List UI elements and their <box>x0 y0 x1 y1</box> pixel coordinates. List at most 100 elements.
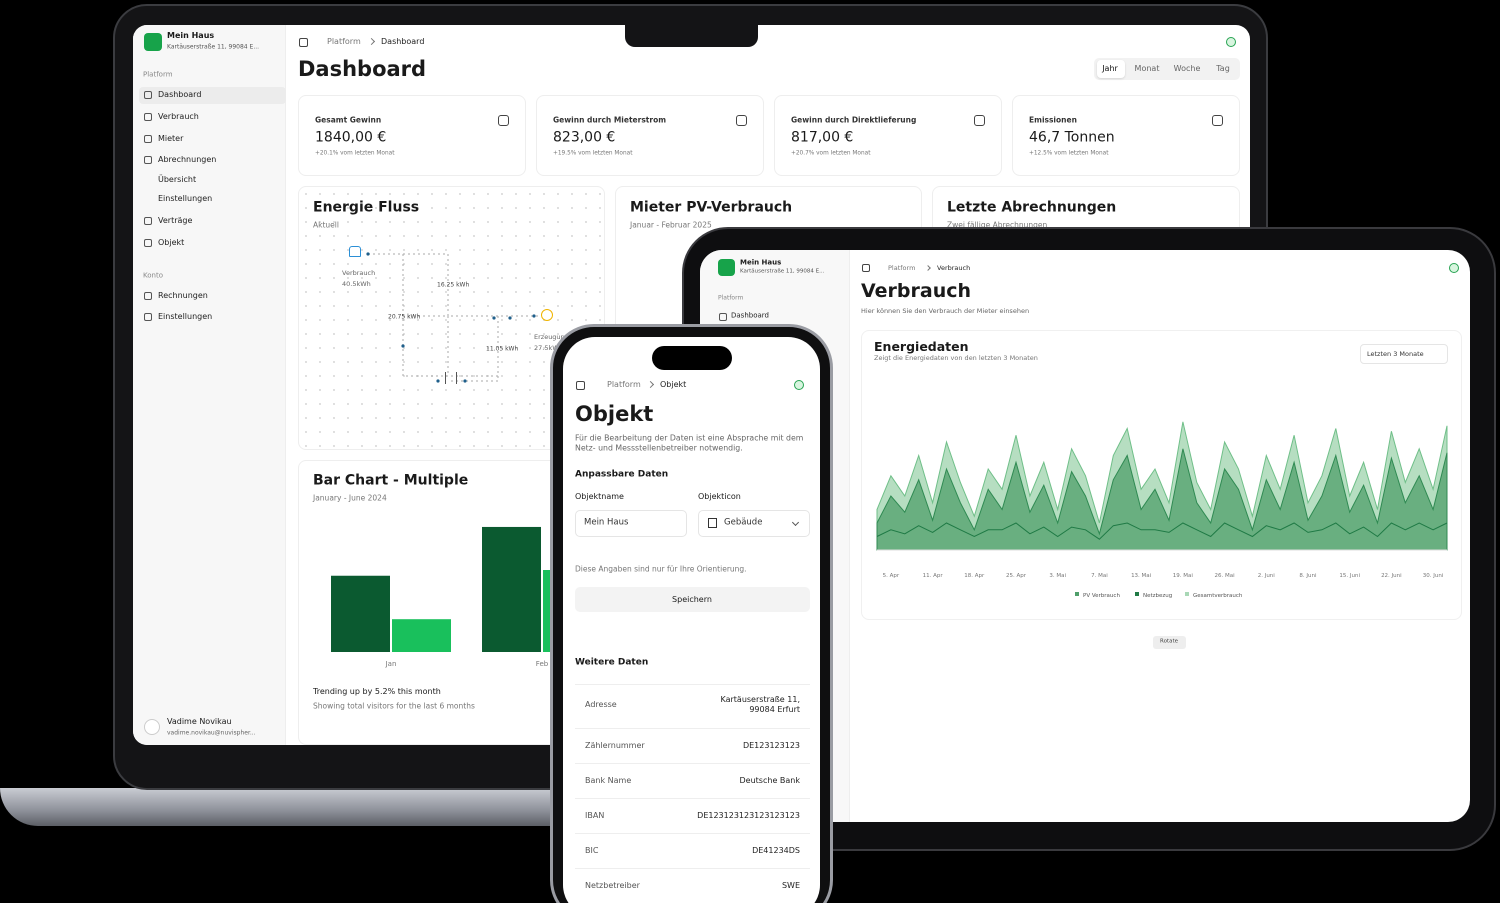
project-name: Mein Haus <box>740 258 782 267</box>
row-divider <box>575 728 810 729</box>
nav-item[interactable]: Abrechnungen <box>158 155 217 164</box>
nav-icon <box>144 135 152 143</box>
stat-card <box>774 95 1002 176</box>
row-divider <box>575 868 810 869</box>
save-button[interactable] <box>575 587 810 612</box>
sidebar-toggle <box>299 38 308 47</box>
flow-dot <box>436 379 440 383</box>
x-tick-label: 7. Mai <box>1091 573 1108 579</box>
field-label: Objektname <box>575 492 624 501</box>
card-subtitle: Januar - Februar 2025 <box>630 220 712 230</box>
x-tick-label: 30. Juni <box>1423 573 1444 579</box>
x-tick-label: 25. Apr <box>1006 573 1027 579</box>
nav-item[interactable]: Rechnungen <box>158 291 208 300</box>
input[interactable] <box>698 510 810 537</box>
nav-icon <box>144 91 152 99</box>
breadcrumb[interactable]: Platform <box>888 263 916 272</box>
flow-line <box>451 316 499 382</box>
row-value: DE41234DS <box>752 846 800 855</box>
notch <box>625 24 758 47</box>
filter-value: Letzten 3 Monate <box>1367 349 1424 358</box>
row-label: Adresse <box>585 700 617 709</box>
flow-dot <box>532 314 536 318</box>
field-hint: Diese Angaben sind nur für Ihre Orientie… <box>575 564 747 574</box>
x-tick-label: Feb <box>536 660 549 668</box>
card-title: Energie Fluss <box>313 199 420 216</box>
chart-title: Energiedaten <box>874 339 969 355</box>
bar <box>331 575 390 652</box>
button-label: Speichern <box>672 595 712 604</box>
nav-item[interactable]: Mieter <box>158 134 184 143</box>
nav-item[interactable]: Einstellungen <box>158 312 213 321</box>
input[interactable] <box>575 510 687 537</box>
sidebar-toggle <box>862 264 870 272</box>
nav-item[interactable]: Dashboard <box>158 90 202 99</box>
tab[interactable]: Woche <box>1173 64 1201 73</box>
building-icon <box>708 518 717 528</box>
tab[interactable]: Monat <box>1134 64 1160 73</box>
card-note: +19.5% vom letzten Monat <box>553 150 633 157</box>
filter-select[interactable] <box>1360 344 1448 364</box>
energy-flow-diagram <box>366 252 538 383</box>
page-title: Verbrauch <box>861 280 972 303</box>
x-tick-label: 15. Juni <box>1339 573 1360 579</box>
flow-dot <box>492 316 496 320</box>
sidebar-section: Platform <box>718 294 744 302</box>
nav-icon <box>144 239 152 247</box>
x-tick-label: 13. Mai <box>1131 573 1152 579</box>
rotate-button[interactable] <box>1153 636 1186 649</box>
row-divider <box>575 833 810 834</box>
button-label: Rotate <box>1159 638 1179 645</box>
card-label: Emissionen <box>1029 115 1077 125</box>
nav-item[interactable]: Übersicht <box>158 175 197 184</box>
row-value: SWE <box>781 881 800 890</box>
tab[interactable]: Tag <box>1216 64 1230 73</box>
page-title: Objekt <box>575 401 654 426</box>
flow-line <box>402 254 498 377</box>
field-label: Objekticon <box>698 492 741 501</box>
user-avatar <box>144 719 160 735</box>
nav-active <box>139 87 286 104</box>
breadcrumb: Dashboard <box>381 37 425 46</box>
project-address: Kartäuserstraße 11, 99084 E... <box>740 268 825 275</box>
legend-label: Netzbezug <box>1143 593 1172 599</box>
stat-card <box>1012 95 1240 176</box>
card-icon <box>974 115 985 126</box>
energy-flow-card <box>298 186 605 450</box>
nav-item[interactable]: Dashboard <box>731 311 769 320</box>
tab[interactable]: Jahr <box>1102 64 1118 73</box>
card-value: 1840,00 € <box>315 129 387 146</box>
sidebar-section: Platform <box>143 70 173 79</box>
nav-icon <box>144 313 152 321</box>
chart-subtitle: January - June 2024 <box>313 493 387 503</box>
card-icon <box>736 115 747 126</box>
user-email: vadime.novikau@nuvispher... <box>167 729 256 737</box>
page-title: Dashboard <box>298 56 427 81</box>
area <box>876 448 1448 551</box>
nav-icon <box>144 113 152 121</box>
row-label: Zählernummer <box>585 741 645 750</box>
nav-item[interactable]: Objekt <box>158 238 185 247</box>
status-icon <box>1226 37 1236 47</box>
nav-item[interactable]: Einstellungen <box>158 194 213 203</box>
row-label: IBAN <box>585 811 605 820</box>
nav-item[interactable]: Verträge <box>158 216 193 225</box>
nav-icon <box>144 156 152 164</box>
card-label: Gesamt Gewinn <box>315 115 382 125</box>
legend-swatch <box>1075 592 1079 596</box>
card-value: 823,00 € <box>553 129 616 146</box>
row-label: Netzbetreiber <box>585 881 640 890</box>
card-label: Gewinn durch Mieterstrom <box>553 115 667 125</box>
x-tick-label: 8. Juni <box>1299 573 1317 579</box>
card-title: Letzte Abrechnungen <box>947 199 1117 216</box>
x-tick-label: 3. Mai <box>1049 573 1066 579</box>
page-description: Für die Bearbeitung der Daten ist eine A… <box>575 433 804 452</box>
breadcrumb[interactable]: Platform <box>607 380 641 389</box>
breadcrumb: Verbrauch <box>937 263 971 272</box>
nav-item[interactable]: Verbrauch <box>158 112 199 121</box>
breadcrumb[interactable]: Platform <box>327 37 361 46</box>
flow-dot <box>508 316 512 320</box>
project-name: Mein Haus <box>167 31 215 40</box>
status-icon <box>794 380 804 390</box>
